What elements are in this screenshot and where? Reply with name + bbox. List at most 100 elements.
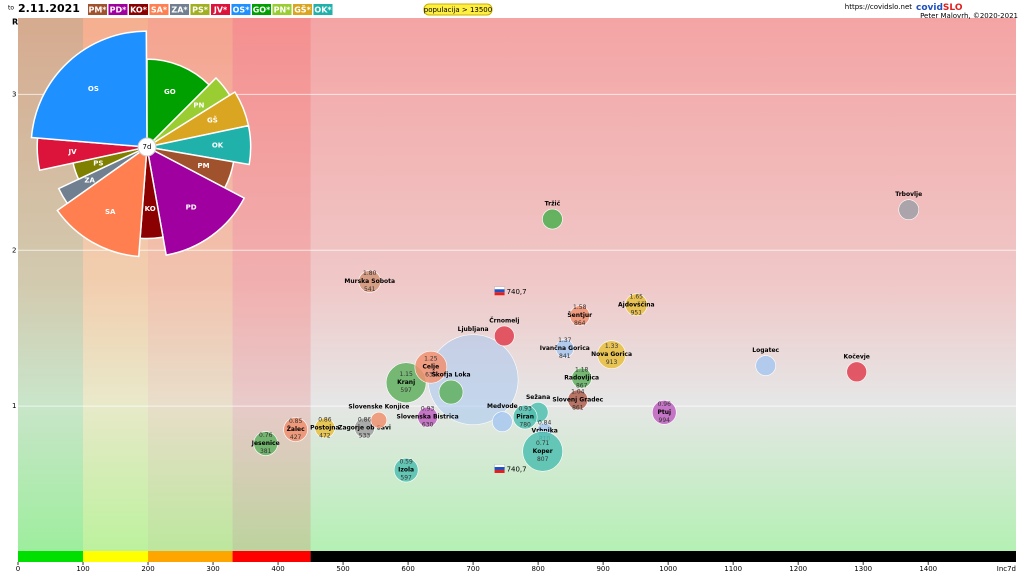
party-button[interactable] (252, 4, 271, 15)
city-inc-label: 541 (364, 286, 376, 293)
date: 2.11.2021 (18, 2, 80, 15)
party-button-label[interactable]: ZA* (171, 6, 188, 15)
party-button-label[interactable]: GŠ* (294, 4, 311, 15)
party-button-label[interactable]: GO* (253, 6, 271, 15)
city-inc-label: 867 (576, 383, 588, 390)
city-bubble (755, 355, 776, 376)
party-button-label[interactable]: PM* (88, 6, 107, 15)
pie-segment (146, 58, 211, 149)
party-button[interactable] (108, 4, 128, 15)
city-bubble (358, 270, 382, 293)
y-tick-label: 2 (12, 246, 16, 254)
pie-label: KO (145, 205, 156, 213)
city-name: Ivančna Gorica (540, 345, 590, 352)
party-button[interactable] (170, 4, 189, 15)
city-r-label: 0.84 (538, 420, 552, 427)
filter-pill[interactable] (423, 3, 493, 16)
city-bubble (512, 404, 538, 430)
city-name: Radovljica (564, 375, 599, 382)
x-tick-label: 900 (596, 565, 609, 573)
city-name: Jesenice (251, 440, 280, 447)
y-tick-label: 1 (12, 402, 16, 410)
city-bubble (597, 340, 626, 369)
party-button-label[interactable]: PS* (192, 6, 209, 15)
city-bubble (253, 431, 279, 456)
city-r-label: 0.59 (399, 459, 413, 466)
city-bubble (625, 293, 648, 317)
city-bubble (571, 367, 592, 389)
city-name: Nova Gorica (591, 351, 632, 358)
party-button[interactable] (129, 4, 148, 15)
pie-segment (30, 30, 148, 148)
city-r-label: 0.76 (259, 432, 273, 439)
city-bubble (414, 350, 448, 384)
party-button[interactable] (272, 4, 292, 15)
city-bubble (370, 411, 388, 429)
city-r-label: 0.93 (421, 406, 435, 413)
party-button-label[interactable]: PN* (274, 6, 292, 15)
y-tick-label: 3 (12, 90, 16, 98)
city-name: Celje (423, 364, 440, 371)
x-tick-label: 1000 (659, 565, 677, 573)
city-r-label: 0.93 (518, 406, 532, 413)
city-inc-label: 951 (631, 309, 643, 316)
city-name: Žalec (287, 425, 306, 433)
city-name: Kočevje (844, 353, 870, 360)
city-bubble (492, 411, 513, 433)
party-button[interactable] (88, 4, 107, 15)
party-button-label[interactable]: KO* (130, 6, 148, 15)
city-r-label: 1.15 (399, 371, 413, 378)
x-tick-label: 100 (76, 565, 89, 573)
pie-segment (145, 145, 246, 256)
party-button-label[interactable]: PD* (110, 6, 128, 15)
city-name: Slovenj Gradec (552, 396, 603, 403)
party-button[interactable] (149, 4, 169, 15)
pie-label: OK (212, 142, 224, 150)
pie-label: PS (93, 160, 103, 168)
city-inc-label: 913 (606, 359, 618, 366)
party-button[interactable] (231, 4, 251, 15)
slovenia-marker-label: 740,7 (507, 465, 527, 473)
city-r-label: 1.65 (630, 293, 644, 300)
pie-center (137, 137, 157, 157)
x-tick-label: 1300 (854, 565, 872, 573)
party-button[interactable] (313, 4, 333, 15)
city-bubble (427, 334, 519, 425)
city-bubble (651, 400, 677, 425)
party-button[interactable] (211, 4, 230, 15)
city-inc-label: 841 (559, 353, 571, 360)
date-prefix: to (8, 5, 14, 12)
logo: covidSLO (916, 3, 963, 13)
author: Peter Malovrh, ©2020-2021 (920, 12, 1018, 20)
pie-label: GO (164, 88, 176, 96)
zone-strip (148, 551, 233, 562)
filter-label[interactable]: populacija > 13500 (424, 6, 492, 14)
city-name: Ljubljana (458, 326, 489, 333)
city-bubble (438, 379, 464, 405)
city-name: Sežana (526, 394, 550, 401)
party-button-label[interactable]: SA* (151, 6, 168, 15)
city-bubble (283, 417, 308, 442)
party-button[interactable] (190, 4, 210, 15)
city-inc-label: 472 (319, 432, 331, 439)
party-button-label[interactable]: JV* (213, 6, 228, 15)
city-bubble (846, 361, 868, 383)
party-button-label[interactable]: OK* (314, 6, 332, 15)
city-name: Kranj (397, 379, 415, 386)
party-button[interactable] (293, 4, 312, 15)
city-name: Slovenske Konjice (348, 404, 409, 411)
city-r-label: 1.25 (424, 356, 438, 363)
city-r-label: 0.86 (318, 416, 332, 423)
city-bubble (314, 417, 336, 439)
slovenia-marker-band (494, 466, 505, 470)
city-inc-label: 597 (400, 475, 412, 482)
city-inc-label: 630 (422, 422, 434, 429)
x-tick-label: 300 (206, 565, 219, 573)
x-tick-label: 1100 (724, 565, 742, 573)
party-button-label[interactable]: OS* (233, 6, 251, 15)
city-bubble (494, 325, 515, 347)
city-r-label: 1.04 (571, 388, 585, 395)
city-name: Ajdovščina (618, 301, 655, 308)
city-bubble (522, 431, 563, 472)
